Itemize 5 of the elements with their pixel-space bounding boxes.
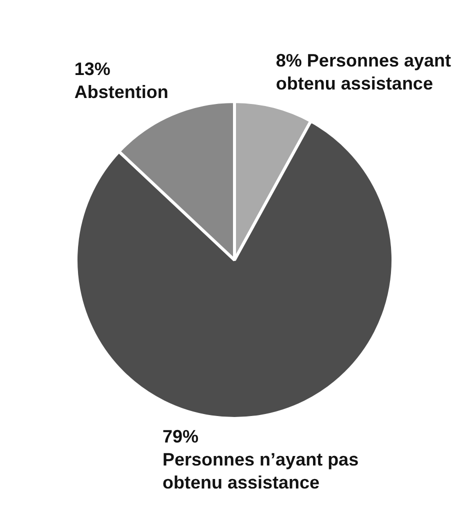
slice-label: 8% Personnes ayant obtenu assistance [276, 50, 451, 94]
data-label: 79% [162, 426, 199, 446]
data-label: 13% [74, 59, 110, 80]
slice-label: Personnes n’ayant pas obtenu assistance [162, 449, 359, 492]
slice-label: Abstention [74, 82, 168, 102]
